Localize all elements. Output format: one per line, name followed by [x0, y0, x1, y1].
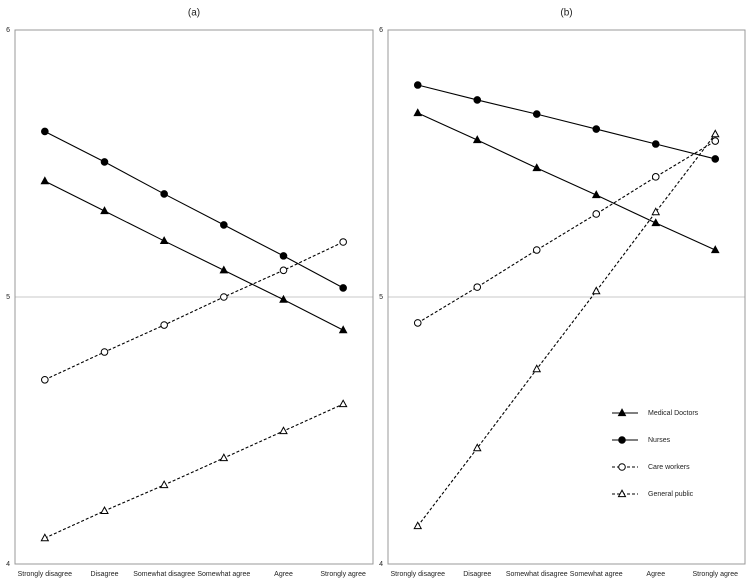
marker [279, 252, 288, 260]
legend-label: Nurses [648, 437, 671, 444]
x-tick-label: Somewhat agree [197, 571, 250, 578]
marker [711, 137, 720, 145]
x-tick-label: Strongly disagree [391, 571, 446, 578]
series-line [44, 241, 344, 381]
marker [40, 533, 50, 542]
marker [40, 176, 50, 185]
marker [279, 294, 288, 303]
series-line [44, 130, 344, 289]
marker [219, 453, 229, 462]
marker [592, 210, 601, 218]
marker [100, 348, 109, 356]
legend-marker [617, 489, 627, 498]
marker [651, 140, 660, 148]
series-line [417, 133, 716, 527]
marker [338, 399, 348, 408]
series-line [44, 180, 344, 331]
marker [651, 173, 660, 181]
marker [159, 236, 169, 245]
x-tick-label: Disagree [90, 571, 118, 578]
marker [100, 206, 109, 215]
marker [339, 284, 347, 292]
legend-marker [618, 436, 626, 444]
marker [41, 127, 49, 136]
y-tick-label: 6 [379, 27, 383, 34]
legend-label: General public [648, 491, 694, 498]
marker [710, 245, 720, 254]
marker [592, 125, 601, 133]
marker [100, 158, 109, 166]
series-line [417, 84, 716, 160]
x-tick-label: Somewhat disagree [133, 571, 195, 578]
marker [413, 521, 423, 530]
marker [591, 190, 601, 199]
x-tick-label: Strongly disagree [18, 571, 73, 578]
series-line [44, 403, 344, 539]
marker [532, 110, 541, 118]
marker [472, 443, 482, 452]
marker [532, 163, 542, 172]
legend-marker [617, 408, 627, 417]
marker [159, 480, 169, 489]
marker [473, 283, 482, 291]
y-tick-label: 5 [379, 294, 383, 301]
marker [473, 96, 482, 104]
y-tick-label: 4 [6, 561, 10, 568]
marker [591, 286, 601, 295]
marker [472, 135, 482, 144]
marker [651, 207, 661, 216]
chart-title: (b) [560, 8, 572, 19]
x-tick-label: Agree [646, 571, 665, 578]
plot-frame [387, 29, 746, 565]
y-tick-label: 4 [379, 561, 383, 568]
marker [710, 129, 720, 138]
marker [711, 155, 720, 163]
series-line [417, 140, 716, 324]
marker [219, 265, 229, 274]
marker [160, 190, 168, 198]
chart-title: (a) [188, 8, 200, 19]
marker [41, 375, 49, 384]
y-tick-label: 5 [6, 294, 10, 301]
legend-marker [618, 463, 626, 471]
x-tick-label: Somewhat disagree [506, 571, 568, 578]
x-tick-label: Somewhat agree [570, 571, 623, 578]
marker [279, 426, 288, 435]
marker [279, 266, 288, 275]
series-line [417, 112, 716, 251]
marker [413, 108, 423, 117]
x-tick-label: Strongly agree [320, 571, 366, 578]
marker [220, 221, 228, 229]
legend-label: Medical Doctors [648, 410, 699, 417]
plot-frame [14, 29, 374, 565]
x-tick-label: Agree [274, 571, 293, 578]
marker [160, 321, 168, 329]
marker [413, 81, 422, 89]
marker [220, 293, 228, 301]
marker [413, 319, 422, 327]
x-tick-label: Strongly agree [692, 571, 738, 578]
marker [100, 506, 109, 514]
legend-label: Care workers [648, 464, 690, 471]
marker [339, 238, 347, 246]
marker [532, 364, 542, 373]
marker [532, 246, 541, 254]
x-tick-label: Disagree [463, 571, 491, 578]
marker [338, 325, 348, 334]
y-tick-label: 6 [6, 27, 10, 34]
marker [651, 218, 661, 227]
